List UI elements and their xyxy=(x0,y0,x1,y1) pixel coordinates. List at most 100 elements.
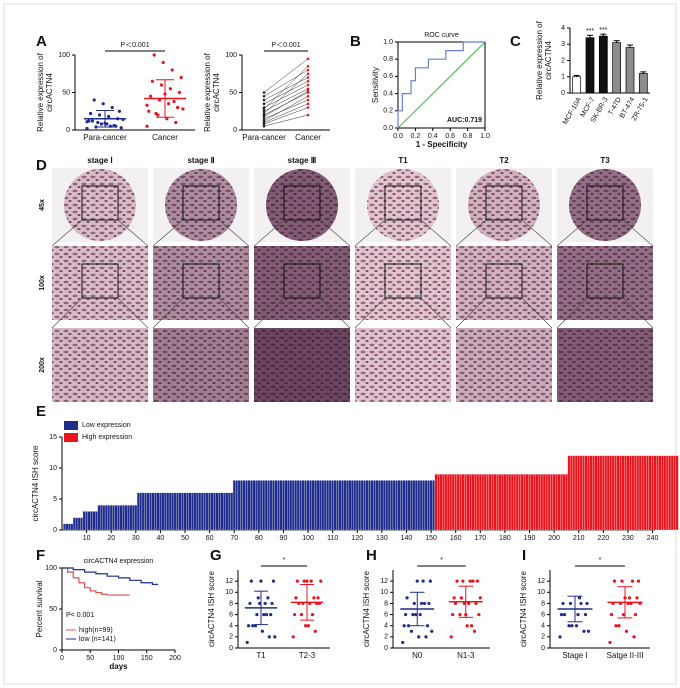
bar xyxy=(375,480,379,531)
bar xyxy=(624,455,627,531)
bar xyxy=(528,474,531,531)
bar xyxy=(651,455,654,531)
bar xyxy=(272,480,275,531)
point xyxy=(452,596,456,600)
x-tick-label: Cancer xyxy=(295,133,321,142)
y-tick-label: 6 xyxy=(541,611,545,618)
y-tick-label: 10 xyxy=(537,589,545,596)
point xyxy=(305,579,309,583)
bar xyxy=(454,474,458,531)
bar xyxy=(346,480,349,531)
annotation: * xyxy=(283,557,286,564)
panel-label: I xyxy=(522,547,526,564)
y-tick-label: 4 xyxy=(229,623,233,630)
y-tick-label: 0 xyxy=(384,645,388,652)
column-label: stage Ⅱ xyxy=(187,156,214,165)
point xyxy=(559,612,564,617)
bar xyxy=(183,492,187,531)
x-tick-label: 170 xyxy=(474,535,486,542)
bar xyxy=(365,480,369,531)
y-tick-label: 2 xyxy=(384,634,388,641)
bar xyxy=(77,517,81,531)
line xyxy=(62,567,130,596)
point xyxy=(112,123,116,128)
bar xyxy=(200,492,204,531)
bar xyxy=(614,455,617,531)
zoom-line xyxy=(622,297,654,329)
bar xyxy=(363,480,367,531)
bar xyxy=(92,511,96,531)
tissue-image xyxy=(456,246,552,320)
bar xyxy=(658,455,662,531)
bar xyxy=(259,480,263,531)
point xyxy=(558,635,562,639)
panel-label: E xyxy=(36,403,46,420)
bar xyxy=(373,480,376,531)
x-tick-label: Para-cancer xyxy=(83,133,127,142)
point xyxy=(310,612,315,617)
bar xyxy=(631,455,635,531)
x-tick-label: 210 xyxy=(573,535,585,542)
bar xyxy=(95,511,98,531)
bar xyxy=(675,455,679,531)
bar xyxy=(87,511,91,531)
bar xyxy=(198,492,202,531)
point xyxy=(620,579,624,583)
bar xyxy=(552,474,556,531)
legend-label: Low expression xyxy=(82,422,131,429)
bar xyxy=(476,474,480,531)
tissue-shade xyxy=(64,169,136,241)
point xyxy=(147,109,151,113)
point xyxy=(255,612,259,617)
panel-label: B xyxy=(350,33,361,50)
bar xyxy=(459,474,462,531)
point xyxy=(562,612,567,617)
bar xyxy=(319,480,322,531)
point xyxy=(262,112,266,115)
zoom-line xyxy=(152,297,184,329)
point xyxy=(583,612,588,617)
bar xyxy=(149,492,152,531)
bar xyxy=(294,480,298,531)
point xyxy=(312,596,316,600)
bar xyxy=(530,474,534,531)
pair-line xyxy=(263,69,309,97)
point xyxy=(469,624,474,628)
bar xyxy=(136,492,140,531)
point xyxy=(90,119,94,123)
x-tick-label: Cancer xyxy=(152,133,178,142)
point xyxy=(415,579,419,583)
tissue-image xyxy=(456,328,552,402)
bar xyxy=(419,480,423,531)
legend-label: high(n=99) xyxy=(79,627,113,634)
point xyxy=(154,111,158,116)
y-tick-label: 8 xyxy=(384,600,388,607)
bar xyxy=(255,480,258,531)
bar xyxy=(537,474,541,531)
bar xyxy=(535,474,539,531)
bar xyxy=(601,455,605,531)
bar xyxy=(250,480,253,531)
point xyxy=(168,87,172,91)
bar xyxy=(301,480,305,531)
bar xyxy=(589,455,593,531)
bar xyxy=(456,474,460,531)
bar xyxy=(176,492,180,531)
x-tick-label: 20 xyxy=(107,535,115,542)
point xyxy=(420,601,424,606)
bar xyxy=(282,480,285,531)
bar xyxy=(68,523,71,531)
bar xyxy=(598,35,608,94)
bar xyxy=(442,474,445,531)
y-tick-label: 15 xyxy=(49,434,57,441)
y-tick-label: 3 xyxy=(561,41,565,48)
point xyxy=(245,640,249,645)
point xyxy=(417,635,421,639)
bar xyxy=(395,480,398,531)
pair-line xyxy=(263,107,309,125)
y-axis-label: Sensitivity xyxy=(371,67,380,103)
point xyxy=(85,120,89,124)
x-tick-label: 150 xyxy=(141,655,153,662)
point xyxy=(635,596,639,600)
